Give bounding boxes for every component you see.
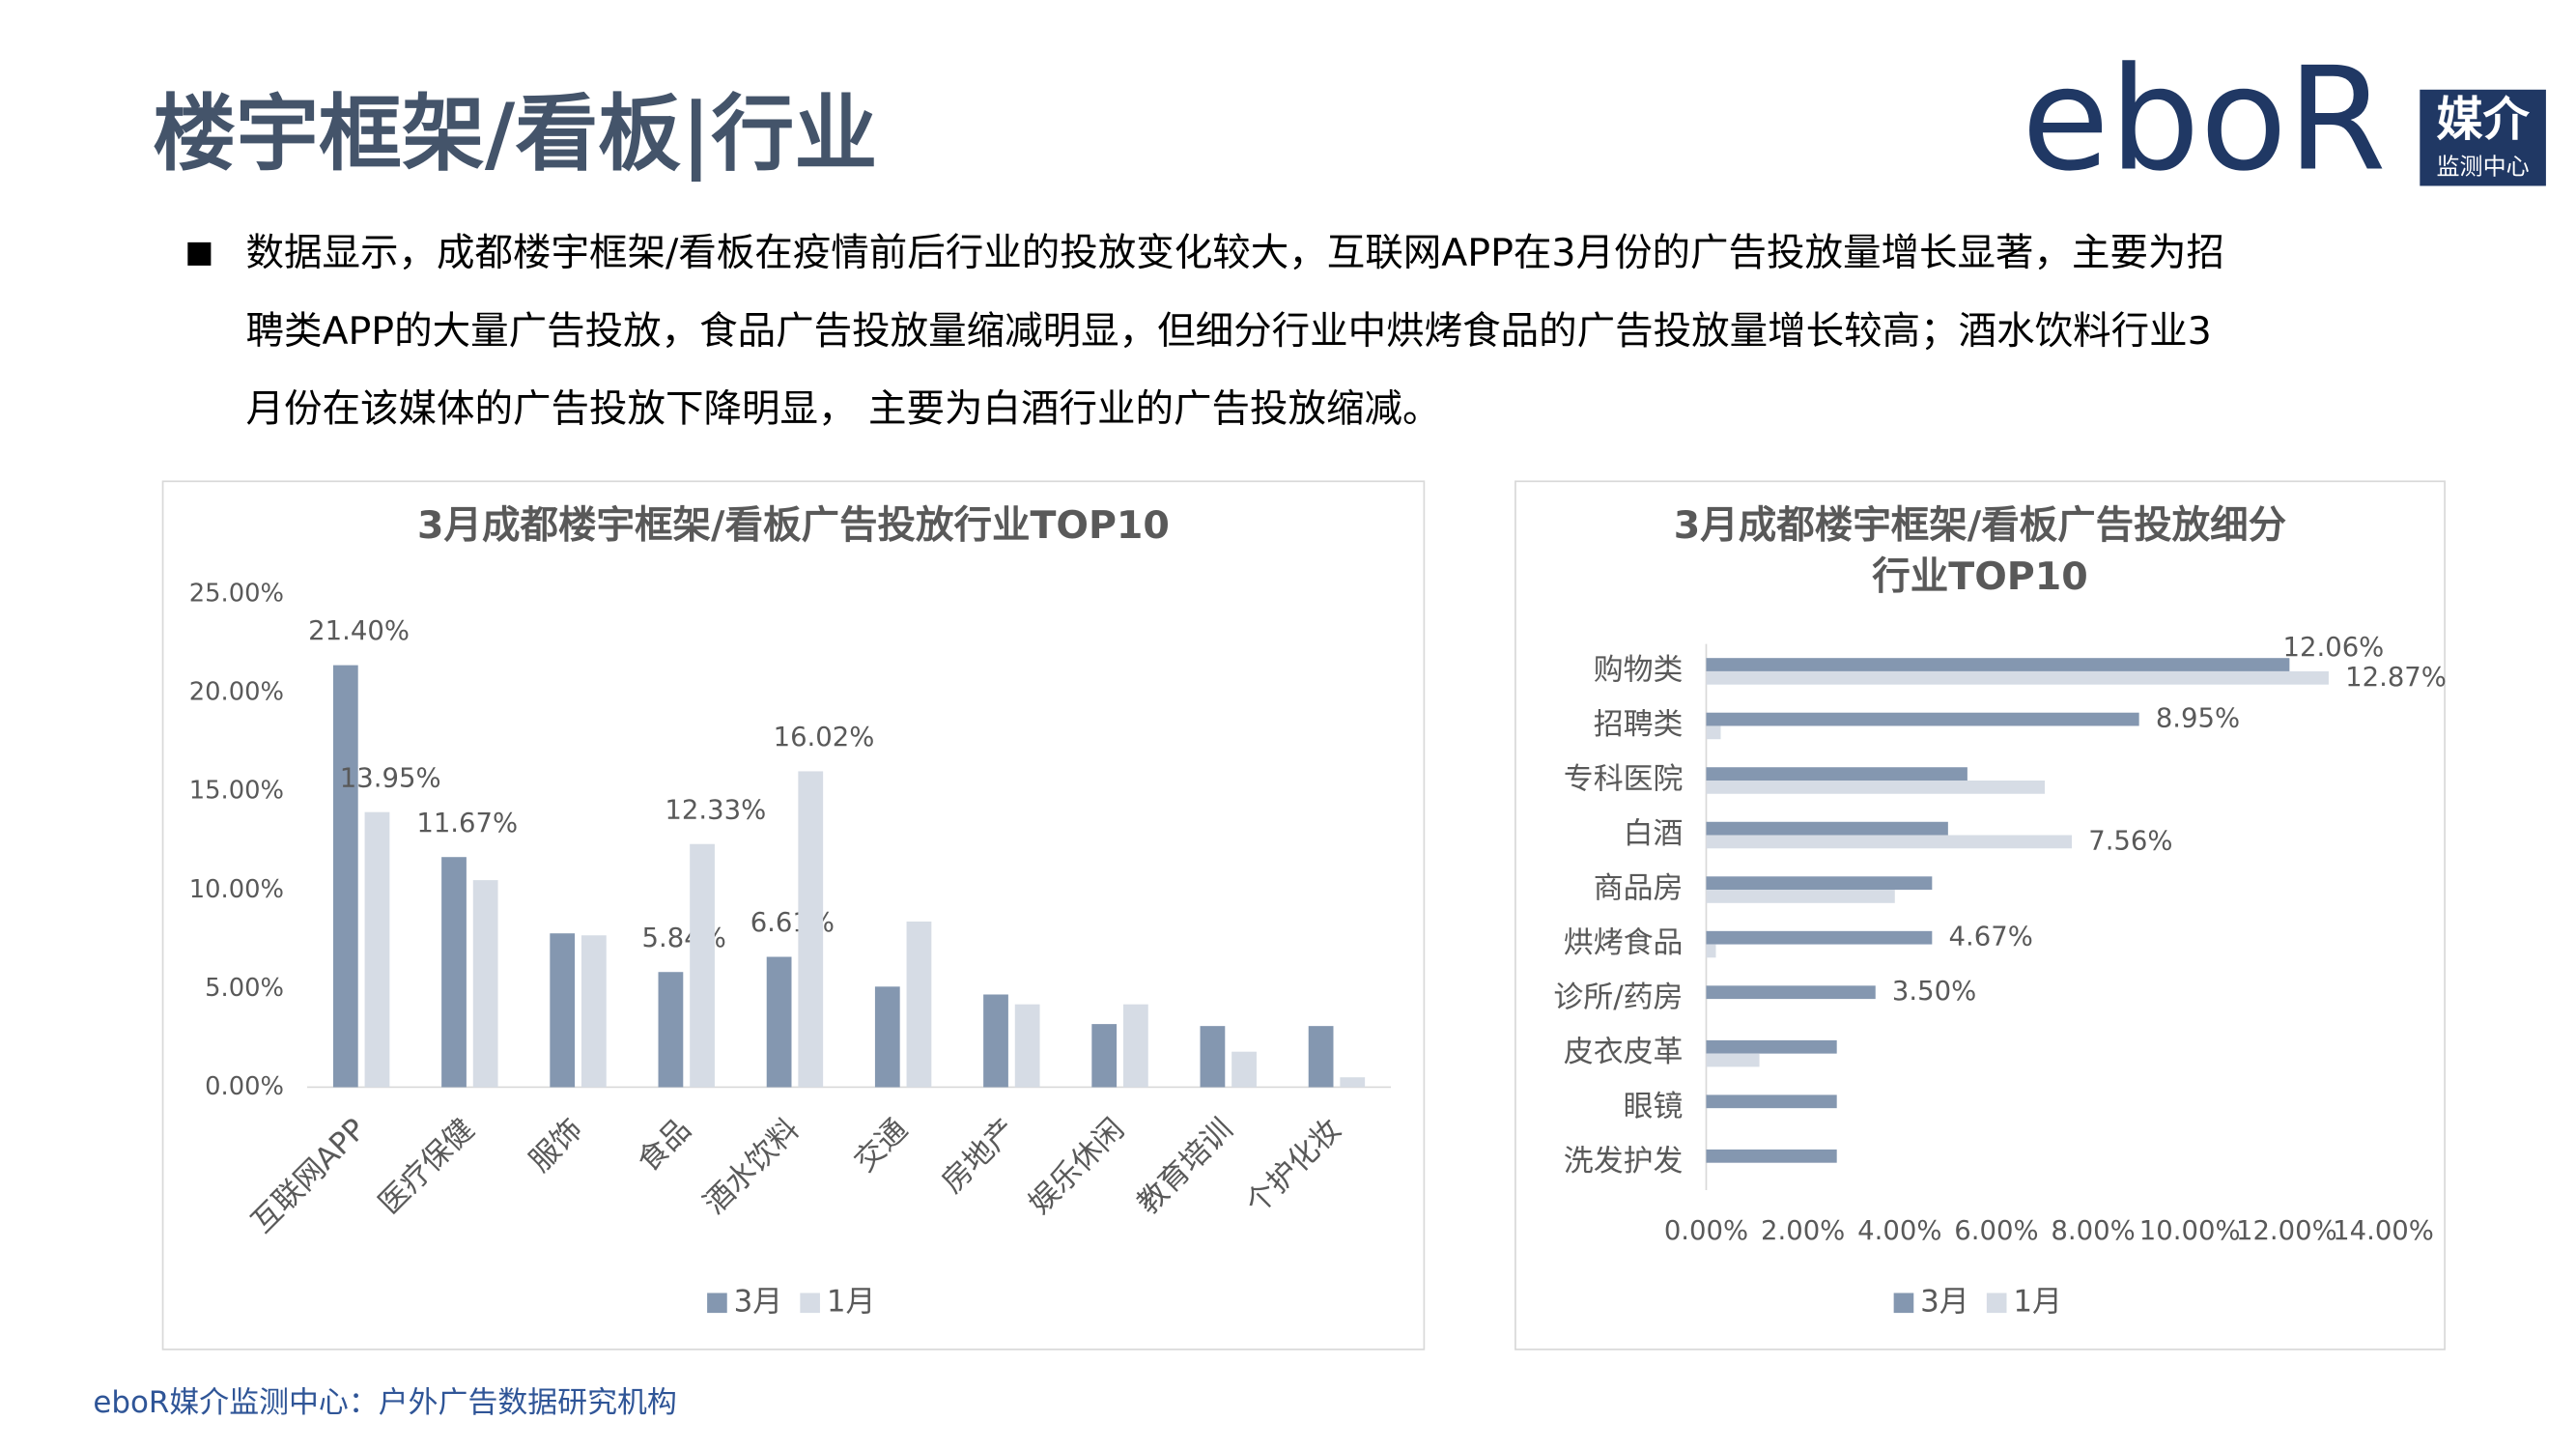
bar [1706,725,1721,740]
page-title: 楼宇框架/看板|行业 [153,86,877,183]
bar [550,933,576,1088]
x-tick-label: 2.00% [1761,1215,1845,1246]
data-label: 4.67% [1949,922,2033,952]
y-tick-label: 25.00% [189,580,284,609]
logo-sub: 监测中心 [2437,154,2530,181]
bar [580,935,607,1088]
x-tick-label: 0.00% [1664,1215,1748,1246]
bar [798,771,824,1088]
logo-name: 媒介 [2437,93,2531,147]
chart-title: 3月成都楼宇框架/看板广告投放行业TOP10 [417,503,1170,548]
legend-swatch [1893,1293,1914,1314]
bar [364,811,390,1088]
bar [1231,1051,1257,1088]
data-label: 3.50% [1892,976,1976,1007]
bar [1706,985,1876,1000]
bar [1308,1026,1334,1088]
data-label: 8.95% [2156,703,2240,734]
y-tick-label: 20.00% [189,678,284,707]
y-tick-label: 15.00% [189,777,284,806]
bar [1706,1053,1760,1067]
data-label: 13.95% [340,762,441,793]
bar [1122,1004,1148,1088]
bar [983,994,1008,1088]
y-tick-label: 洗发护发 [1564,1144,1684,1179]
y-tick-label: 招聘类 [1594,707,1684,742]
chart-frame [161,480,1426,1350]
bar [1706,876,1933,891]
data-label: 21.40% [308,615,410,646]
bar [1706,670,2329,685]
x-tick-label: 10.00% [2139,1215,2241,1246]
y-tick-label: 专科医院 [1564,761,1684,796]
bar [874,986,900,1088]
legend-label: 3月 [734,1284,783,1319]
legend-swatch [707,1293,727,1314]
data-label: 12.06% [2283,632,2385,663]
y-tick-label: 皮衣皮革 [1564,1035,1684,1069]
data-label: 12.87% [2345,662,2447,693]
bar [1706,944,1716,958]
bar [1091,1024,1118,1088]
bullet-line: 数据显示，成都楼宇框架/看板在疫情前后行业的投放变化较大，互联网APP在3月份的… [245,231,2224,275]
bar [1706,821,1948,836]
bar [441,857,467,1088]
x-tick-label: 6.00% [1954,1215,2038,1246]
chart-title: 行业TOP10 [1872,554,2087,599]
bar [1706,1094,1837,1109]
x-tick-label: 12.00% [2236,1215,2337,1246]
bar [690,843,715,1088]
x-tick-label: 4.00% [1857,1215,1941,1246]
chart-title: 3月成都楼宇框架/看板广告投放细分 [1674,503,2286,548]
footer: eboR媒介监测中心：户外广告数据研究机构 [93,1385,676,1420]
legend-label: 3月 [1920,1284,1969,1319]
data-label: 7.56% [2088,825,2172,856]
bar [1706,835,2073,849]
legend-swatch [800,1293,820,1314]
data-label: 11.67% [416,808,518,838]
y-tick-label: 5.00% [205,974,284,1003]
legend-label: 1月 [827,1284,876,1319]
bar [1200,1026,1226,1088]
y-tick-label: 购物类 [1594,652,1684,687]
logo-brand: eboR [2022,37,2387,203]
x-tick-label: 8.00% [2051,1215,2135,1246]
bullet-marker [187,242,212,266]
bar [1014,1004,1040,1088]
x-tick-label: 14.00% [2333,1215,2434,1246]
bar [1706,930,1933,945]
bar [472,880,498,1088]
bar [1706,1039,1837,1054]
bar [1706,890,1895,903]
data-label: 12.33% [665,794,766,825]
legend-label: 1月 [2013,1284,2062,1319]
bar [658,972,684,1088]
bar [332,665,358,1088]
y-tick-label: 白酒 [1624,816,1684,851]
logo-box [2420,89,2546,186]
y-tick-label: 10.00% [189,875,284,904]
chart-frame [1514,480,2446,1350]
bar [1706,780,2046,794]
y-tick-label: 眼镜 [1624,1090,1684,1124]
bullet-text: 数据显示，成都楼宇框架/看板在疫情前后行业的投放变化较大，互联网APP在3月份的… [245,231,2224,432]
bar [1340,1077,1366,1088]
y-tick-label: 烘烤食品 [1564,925,1684,960]
bar [766,956,792,1088]
legend-swatch [1986,1293,2007,1314]
bar [1706,712,2139,726]
y-tick-label: 诊所/药房 [1553,980,1683,1015]
data-label: 16.02% [774,722,875,753]
y-tick-label: 商品房 [1594,871,1684,906]
bar [1706,767,1967,781]
y-tick-label: 0.00% [205,1072,284,1101]
bar [906,921,932,1088]
bullet-line: 月份在该媒体的广告投放下降明显， 主要为白酒行业的广告投放缩减。 [245,387,1440,432]
bullet-line: 聘类APP的大量广告投放，食品广告投放量缩减明显，但细分行业中烘烤食品的广告投放… [245,309,2211,354]
bar [1706,1149,1837,1163]
bar [1706,658,2290,671]
